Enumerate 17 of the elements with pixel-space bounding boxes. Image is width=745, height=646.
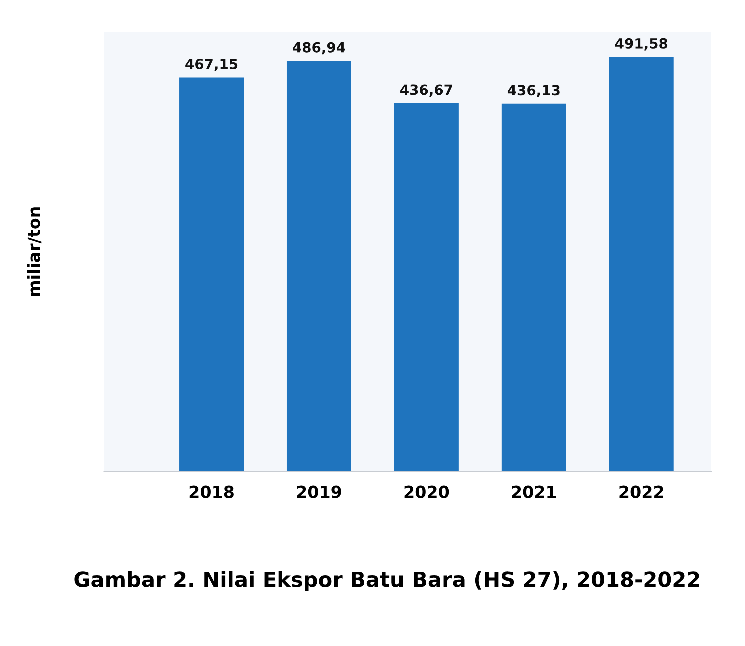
- data-label: 436,13: [508, 85, 560, 98]
- x-tick-label: 2019: [297, 486, 342, 498]
- x-tick-label: 2021: [512, 486, 556, 498]
- bar: [286, 61, 352, 472]
- x-tick-label: 2018: [190, 486, 234, 498]
- data-label: 486,94: [293, 42, 346, 55]
- bar: [394, 103, 459, 472]
- bar: [609, 57, 674, 472]
- y-axis-title: miliar/ton: [27, 208, 42, 296]
- bar: [502, 104, 566, 472]
- x-tick-label: 2022: [620, 486, 664, 498]
- data-label: 467,15: [186, 59, 238, 72]
- x-tick-label: 2020: [404, 486, 450, 498]
- bar: [180, 78, 244, 472]
- data-label: 491,58: [615, 38, 668, 51]
- text: Gambar 2. Nilai Ekspor Batu Bara (HS 27), 2018-2022: [74, 571, 700, 592]
- data-label: 436,67: [400, 84, 452, 97]
